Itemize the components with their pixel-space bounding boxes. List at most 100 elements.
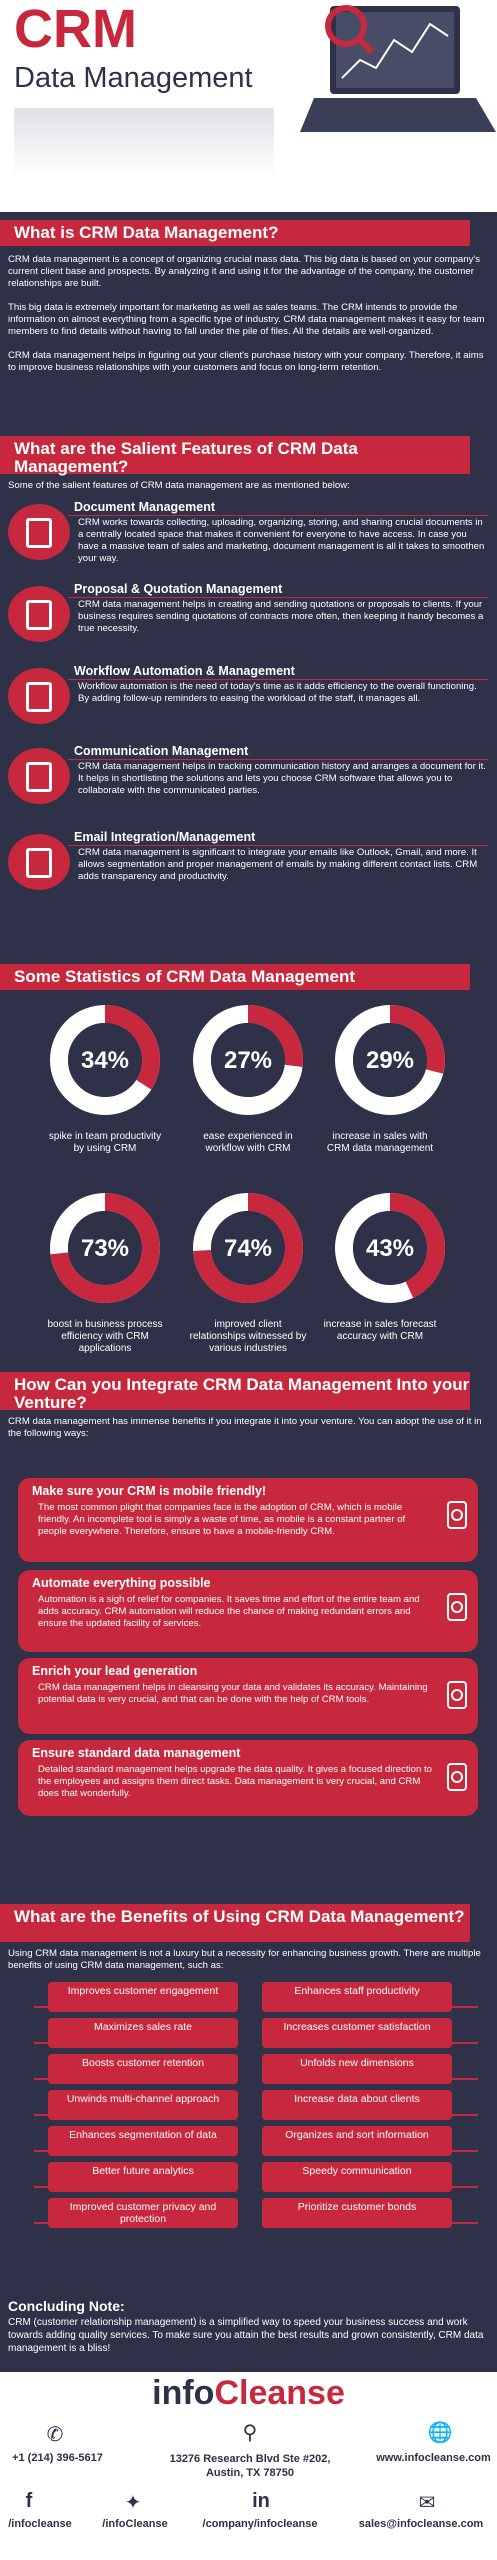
stat-label: improved client relationships witnessed …	[189, 1319, 307, 1354]
footer-email[interactable]: sales@infocleanse.com	[358, 2518, 484, 2530]
benefit-left-item: Improves customer engagement	[48, 1982, 238, 2012]
conclusion-text: CRM (customer relationship management) i…	[8, 2317, 484, 2354]
footer-facebook[interactable]: /infocleanse	[8, 2518, 72, 2530]
brand-logo: infoCleanse	[0, 2374, 497, 2413]
mobile-icon	[444, 1500, 470, 1530]
facebook-icon[interactable]: f	[25, 2490, 33, 2512]
proposal-icon	[8, 586, 70, 642]
feature-text: CRM data management helps in tracking co…	[78, 761, 486, 796]
feature-divider	[68, 679, 488, 680]
feature-item: Communication Management CRM data managem…	[8, 744, 490, 824]
feature-text: Workflow automation is the need of today…	[78, 681, 477, 704]
twitter-icon[interactable]: ✦	[124, 2492, 142, 2514]
benefit-left-item: Boosts customer retention	[48, 2054, 238, 2084]
integrate-card: Make sure your CRM is mobile friendly! Th…	[18, 1478, 478, 1562]
hero: CRM Data Management	[0, 0, 497, 212]
integrate-text: Detailed standard management helps upgra…	[38, 1764, 432, 1799]
benefit-icon-right	[452, 2060, 478, 2080]
laptop-illustration	[300, 5, 496, 132]
settings-icon	[444, 1762, 470, 1792]
features-heading: What are the Salient Features of CRM Dat…	[14, 439, 358, 476]
conclusion-heading: Concluding Note:	[8, 2298, 125, 2314]
feature-item: Proposal & Quotation Management CRM data …	[8, 582, 490, 662]
workflow-icon-glyph	[26, 682, 52, 712]
stat-value: 73%	[81, 1235, 129, 1262]
footer-address: 13276 Research Blvd Ste #202, Austin, TX…	[169, 2453, 331, 2479]
hero-subtitle: Data Management	[14, 62, 253, 94]
benefit-right-item: Unfolds new dimensions	[262, 2054, 452, 2084]
benefit-icon-right	[452, 1988, 478, 2008]
stat-label: boost in business process efficiency wit…	[47, 1319, 163, 1354]
stat-donut-center	[211, 1211, 285, 1285]
stat-value: 43%	[366, 1235, 414, 1262]
integrate-card: Enrich your lead generation CRM data mana…	[18, 1658, 478, 1734]
integrate-title: Make sure your CRM is mobile friendly!	[32, 1484, 267, 1498]
integrate-intro: CRM data management has immense benefits…	[8, 1416, 482, 1439]
footer-phone[interactable]: +1 (214) 396-5617	[12, 2452, 103, 2464]
workflow-icon	[8, 668, 70, 724]
stats-heading-bar: Some Statistics of CRM Data Management	[0, 964, 470, 990]
integrate-heading: How Can you Integrate CRM Data Managemen…	[14, 1375, 470, 1412]
stat-donut-arc	[50, 1193, 160, 1303]
linkedin-icon[interactable]: in	[252, 2490, 270, 2512]
funnel-icon	[444, 1680, 470, 1710]
benefit-icon-left	[34, 1988, 60, 2008]
stat-donut-center	[68, 1211, 142, 1285]
footer-twitter[interactable]: /infoCleanse	[102, 2518, 168, 2530]
stat-value: 74%	[224, 1235, 272, 1262]
benefit-left-item: Maximizes sales rate	[48, 2018, 238, 2048]
stat-item: 73% boost in business process efficiency …	[35, 1188, 175, 1355]
chat-icon	[8, 748, 70, 804]
globe-icon: 🌐	[427, 2422, 453, 2444]
integrate-card: Automate everything possible Automation i…	[18, 1570, 478, 1652]
integrate-title: Enrich your lead generation	[32, 1664, 198, 1678]
feature-item: Document Management CRM works towards col…	[8, 500, 490, 580]
integrate-card: Ensure standard data management Detailed …	[18, 1740, 478, 1816]
feature-divider	[68, 597, 488, 598]
stat-donut: 29%	[335, 1005, 445, 1115]
feature-divider	[68, 515, 488, 516]
stat-donut-arc	[50, 1005, 160, 1115]
stat-item: 74% improved client relationships witness…	[178, 1188, 318, 1355]
benefit-icon-left	[34, 2024, 60, 2044]
integrate-text: The most common plight that companies fa…	[38, 1502, 406, 1537]
features-intro: Some of the salient features of CRM data…	[8, 480, 350, 491]
benefit-icon-left	[34, 2168, 60, 2188]
stat-label: increase in sales forecast accuracy with…	[323, 1319, 437, 1342]
features-heading-bar: What are the Salient Features of CRM Dat…	[0, 436, 470, 476]
stat-donut: 74%	[193, 1193, 303, 1303]
stat-donut-arc	[335, 1193, 445, 1303]
stat-donut-arc	[193, 1193, 303, 1303]
benefit-left-item: Better future analytics	[48, 2162, 238, 2192]
integrate-heading-bar: How Can you Integrate CRM Data Managemen…	[0, 1372, 470, 1412]
stat-donut: 73%	[50, 1193, 160, 1303]
feature-item: Email Integration/Management CRM data man…	[8, 830, 490, 910]
footer-linkedin[interactable]: /company/infocleanse	[202, 2518, 318, 2530]
benefit-icon-right	[452, 2024, 478, 2044]
feature-title: Proposal & Quotation Management	[74, 582, 283, 596]
feature-title: Workflow Automation & Management	[74, 664, 295, 678]
gear-icon	[444, 1592, 470, 1622]
phone-icon: ✆	[46, 2424, 64, 2446]
footer-website[interactable]: www.infocleanse.com	[376, 2452, 491, 2464]
integrate-title: Automate everything possible	[32, 1576, 211, 1590]
what-paragraph-1: CRM data management is a concept of orga…	[8, 254, 480, 289]
conclusion: Concluding Note: CRM (customer relations…	[0, 2298, 497, 2355]
hero-title: CRM	[14, 0, 137, 59]
feature-title: Document Management	[74, 500, 215, 514]
stat-item: 27% ease experienced in workflow with CRM	[178, 1000, 318, 1155]
stat-item: 43% increase in sales forecast accuracy w…	[320, 1188, 460, 1343]
stat-donut-arc	[193, 1005, 303, 1115]
email-icon[interactable]: ✉	[418, 2492, 436, 2514]
document-icon-glyph	[26, 518, 52, 548]
benefit-right-item: Organizes and sort information	[262, 2126, 452, 2156]
feature-text: CRM data management helps in creating an…	[78, 599, 484, 634]
stat-donut: 27%	[193, 1005, 303, 1115]
benefit-icon-right	[452, 2132, 478, 2152]
stat-donut-center	[68, 1023, 142, 1097]
feature-divider	[68, 759, 488, 760]
location-icon: ⚲	[242, 2422, 258, 2444]
stat-value: 29%	[366, 1047, 414, 1074]
stat-donut-center	[353, 1211, 427, 1285]
stat-donut-center	[353, 1023, 427, 1097]
